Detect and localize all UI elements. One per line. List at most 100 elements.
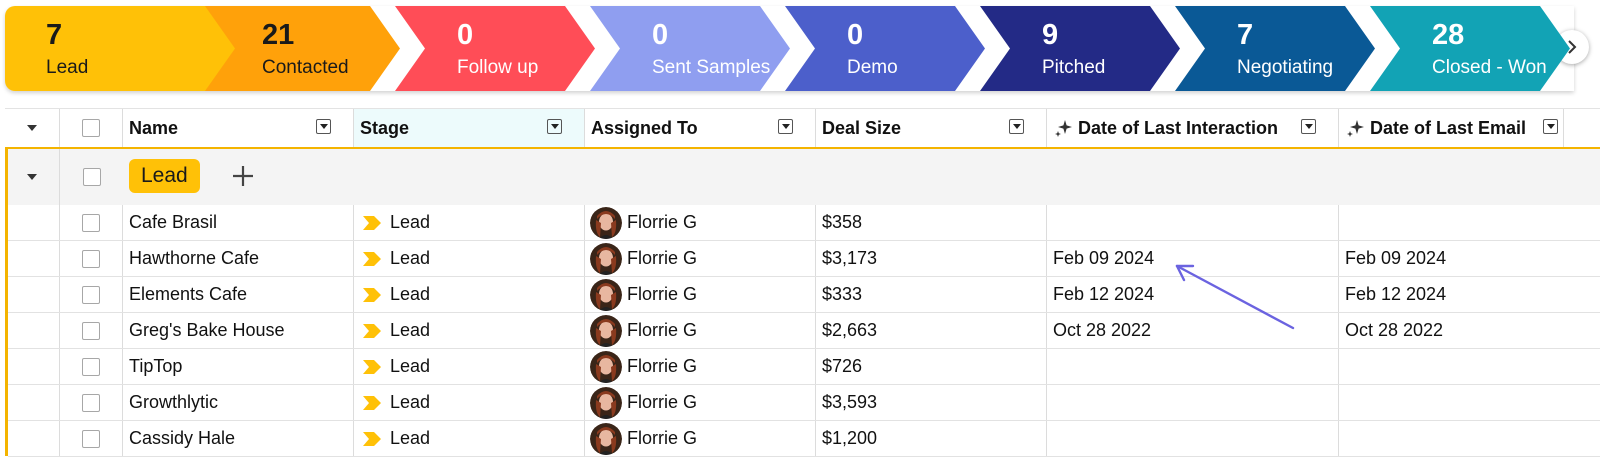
cell-last-email[interactable]: Oct 28 2022 [1339, 313, 1564, 348]
cell-stage[interactable]: Lead [354, 241, 585, 276]
stage-tag: Lead [354, 392, 430, 413]
stage-label: Sent Samples [652, 57, 771, 78]
table-row[interactable]: Cassidy Hale Lead Florrie G $1,200 [8, 421, 1600, 457]
column-menu-icon[interactable] [778, 119, 793, 134]
cell-name[interactable]: Cassidy Hale [123, 421, 354, 456]
deal-size-value: $358 [822, 212, 863, 232]
cell-last-interaction[interactable] [1047, 421, 1339, 456]
cell-name[interactable]: Growthlytic [123, 385, 354, 420]
row-checkbox[interactable] [82, 393, 100, 412]
cell-name[interactable]: Hawthorne Cafe [123, 241, 354, 276]
table-row[interactable]: Elements Cafe Lead Florrie G $333 Feb 12 202… [8, 277, 1600, 313]
chevron-stage-icon [363, 215, 381, 230]
pipeline-stage[interactable]: 7 Lead [5, 6, 235, 91]
cell-stage[interactable]: Lead [354, 205, 585, 240]
cell-assigned-to[interactable]: Florrie G [585, 313, 816, 348]
stage-count: 9 [1042, 19, 1059, 51]
column-header-stage[interactable]: Stage [354, 109, 585, 147]
cell-deal-size[interactable]: $3,173 [816, 241, 1047, 276]
cell-stage[interactable]: Lead [354, 277, 585, 312]
cell-last-interaction[interactable] [1047, 385, 1339, 420]
stage-count: 0 [652, 19, 669, 51]
pipeline-stage[interactable]: 0 Demo [785, 6, 985, 91]
table-row[interactable]: TipTop Lead Florrie G $726 [8, 349, 1600, 385]
cell-stage[interactable]: Lead [354, 313, 585, 348]
row-checkbox[interactable] [82, 321, 100, 340]
table-row[interactable]: Growthlytic Lead Florrie G $3,593 [8, 385, 1600, 421]
stage-count: 0 [847, 19, 864, 51]
column-header-last-email[interactable]: Date of Last Email [1339, 109, 1564, 147]
last-interaction-date: Feb 12 2024 [1053, 284, 1155, 304]
cell-stage[interactable]: Lead [354, 349, 585, 384]
column-menu-icon[interactable] [1543, 119, 1558, 134]
cell-assigned-to[interactable]: Florrie G [585, 349, 816, 384]
column-menu-icon[interactable] [1009, 119, 1024, 134]
cell-name[interactable]: TipTop [123, 349, 354, 384]
pipeline-stage[interactable]: 0 Sent Samples [590, 6, 790, 91]
cell-assigned-to[interactable]: Florrie G [585, 421, 816, 456]
cell-stage[interactable]: Lead [354, 385, 585, 420]
stage-label: Demo [847, 57, 898, 78]
cell-assigned-to[interactable]: Florrie G [585, 277, 816, 312]
column-menu-icon[interactable] [547, 119, 562, 134]
cell-last-email[interactable]: Feb 09 2024 [1339, 241, 1564, 276]
row-select-cell [60, 313, 123, 348]
table-row[interactable]: Hawthorne Cafe Lead Florrie G $3,173 Feb 09 … [8, 241, 1600, 277]
group-collapse-toggle[interactable] [5, 149, 60, 205]
column-header-deal-size[interactable]: Deal Size [816, 109, 1047, 147]
cell-last-interaction[interactable] [1047, 205, 1339, 240]
cell-assigned-to[interactable]: Florrie G [585, 205, 816, 240]
stage-label: Closed - Won [1432, 57, 1547, 78]
cell-last-interaction[interactable]: Oct 28 2022 [1047, 313, 1339, 348]
table-row[interactable]: Cafe Brasil Lead Florrie G $358 [8, 205, 1600, 241]
assignee-name: Florrie G [627, 248, 698, 268]
cell-deal-size[interactable]: $1,200 [816, 421, 1047, 456]
cell-deal-size[interactable]: $726 [816, 349, 1047, 384]
table-row[interactable]: Greg's Bake House Lead Florrie G $2,663 Oct … [8, 313, 1600, 349]
cell-deal-size[interactable]: $2,663 [816, 313, 1047, 348]
pipeline-stage[interactable]: 0 Follow up [395, 6, 595, 91]
pipeline-stage[interactable]: 9 Pitched [980, 6, 1180, 91]
collapse-all-toggle[interactable] [5, 109, 60, 147]
cell-last-email[interactable] [1339, 205, 1564, 240]
group-select-checkbox[interactable] [82, 168, 101, 186]
stage-count: 21 [262, 19, 295, 51]
cell-last-email[interactable] [1339, 385, 1564, 420]
cell-last-email[interactable] [1339, 421, 1564, 456]
column-menu-icon[interactable] [1301, 119, 1316, 134]
cell-last-interaction[interactable]: Feb 09 2024 [1047, 241, 1339, 276]
row-checkbox[interactable] [82, 357, 100, 376]
column-header-label: Date of Last Interaction [1078, 117, 1279, 138]
cell-name[interactable]: Cafe Brasil [123, 205, 354, 240]
cell-deal-size[interactable]: $358 [816, 205, 1047, 240]
cell-deal-size[interactable]: $333 [816, 277, 1047, 312]
row-select-cell [60, 241, 123, 276]
cell-last-email[interactable]: Feb 12 2024 [1339, 277, 1564, 312]
pipeline-stage[interactable]: 7 Negotiating [1175, 6, 1375, 91]
column-header-last-interaction[interactable]: Date of Last Interaction [1047, 109, 1339, 147]
cell-last-interaction[interactable]: Feb 12 2024 [1047, 277, 1339, 312]
caret-down-icon [27, 125, 37, 131]
add-row-button[interactable] [226, 159, 260, 193]
column-header-name[interactable]: Name [123, 109, 354, 147]
column-menu-icon[interactable] [316, 119, 331, 134]
group-label-pill[interactable]: Lead [129, 159, 200, 193]
select-all-checkbox[interactable] [82, 119, 100, 137]
cell-last-interaction[interactable] [1047, 349, 1339, 384]
column-header-assigned-to[interactable]: Assigned To [585, 109, 816, 147]
cell-assigned-to[interactable]: Florrie G [585, 241, 816, 276]
cell-assigned-to[interactable]: Florrie G [585, 385, 816, 420]
row-checkbox[interactable] [82, 249, 100, 268]
row-select-cell [60, 277, 123, 312]
cell-name[interactable]: Greg's Bake House [123, 313, 354, 348]
cell-last-email[interactable] [1339, 349, 1564, 384]
row-checkbox[interactable] [82, 213, 100, 232]
cell-deal-size[interactable]: $3,593 [816, 385, 1047, 420]
pipeline-stage[interactable]: 28 Closed - Won [1370, 6, 1570, 91]
cell-name[interactable]: Elements Cafe [123, 277, 354, 312]
last-interaction-date: Oct 28 2022 [1053, 320, 1152, 340]
cell-stage[interactable]: Lead [354, 421, 585, 456]
row-checkbox[interactable] [82, 429, 100, 448]
row-checkbox[interactable] [82, 285, 100, 304]
stage-tag: Lead [354, 248, 430, 269]
